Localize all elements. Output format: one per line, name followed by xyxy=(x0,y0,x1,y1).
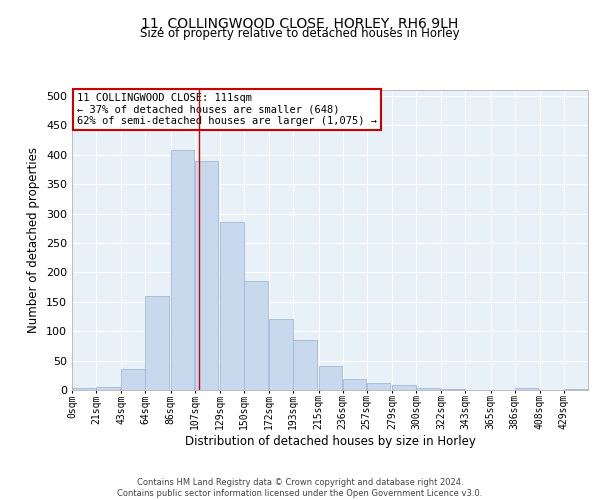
Text: 11 COLLINGWOOD CLOSE: 111sqm
← 37% of detached houses are smaller (648)
62% of s: 11 COLLINGWOOD CLOSE: 111sqm ← 37% of de… xyxy=(77,93,377,126)
Bar xyxy=(441,389,465,390)
Bar xyxy=(121,370,145,390)
Bar xyxy=(416,388,440,390)
Bar xyxy=(194,160,218,390)
Bar xyxy=(269,320,293,390)
Bar xyxy=(319,366,342,390)
Bar xyxy=(392,386,416,390)
Text: Contains HM Land Registry data © Crown copyright and database right 2024.
Contai: Contains HM Land Registry data © Crown c… xyxy=(118,478,482,498)
Bar xyxy=(367,383,391,390)
Bar xyxy=(220,222,244,390)
Bar xyxy=(170,150,194,390)
Bar xyxy=(293,340,317,390)
Bar xyxy=(515,388,538,390)
Bar xyxy=(72,388,96,390)
Bar xyxy=(564,389,587,390)
Y-axis label: Number of detached properties: Number of detached properties xyxy=(28,147,40,333)
Text: 11, COLLINGWOOD CLOSE, HORLEY, RH6 9LH: 11, COLLINGWOOD CLOSE, HORLEY, RH6 9LH xyxy=(142,18,458,32)
Bar xyxy=(343,380,367,390)
Bar xyxy=(96,387,120,390)
Bar xyxy=(145,296,169,390)
Text: Size of property relative to detached houses in Horley: Size of property relative to detached ho… xyxy=(140,28,460,40)
X-axis label: Distribution of detached houses by size in Horley: Distribution of detached houses by size … xyxy=(185,435,475,448)
Bar xyxy=(244,281,268,390)
